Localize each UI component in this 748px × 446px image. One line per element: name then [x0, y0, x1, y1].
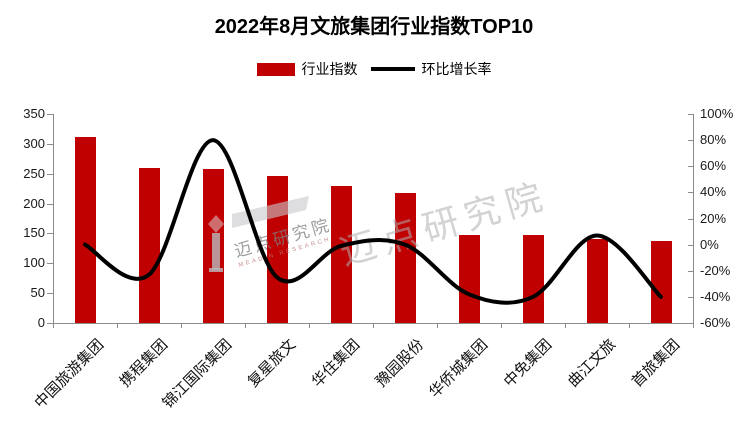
- left-axis-tick: [47, 203, 53, 205]
- right-axis-tick: [688, 296, 693, 298]
- right-axis-tick-label: 20%: [700, 210, 727, 226]
- right-axis-tick-label: 80%: [700, 132, 727, 148]
- bar-锦江国际集团: [202, 168, 224, 323]
- bar-首旅集团: [650, 241, 672, 323]
- left-axis-line: [53, 114, 54, 323]
- x-axis-label-豫园股份: 豫园股份: [372, 336, 428, 391]
- bar-携程集团: [138, 167, 160, 323]
- right-axis-tick: [688, 244, 693, 246]
- legend: 行业指数 环比增长率: [0, 59, 748, 79]
- x-axis-label-华住集团: 华住集团: [308, 336, 364, 391]
- legend-line-swatch: [370, 67, 415, 71]
- right-axis-tick-label: -20%: [700, 262, 731, 278]
- left-axis-tick: [47, 173, 53, 175]
- bar-豫园股份: [394, 193, 416, 323]
- x-axis-tick: [501, 323, 502, 328]
- bar-华住集团: [330, 186, 352, 323]
- right-axis-tick-label: 100%: [700, 106, 734, 121]
- x-axis-label-中免集团: 中免集团: [500, 336, 556, 391]
- left-axis-tick: [47, 114, 53, 115]
- left-axis-tick-label: 300: [23, 135, 45, 151]
- chart-title: 2022年8月文旅集团行业指数TOP10: [214, 16, 534, 38]
- left-axis-tick-label: 50: [30, 285, 45, 301]
- bar-复星旅文: [266, 175, 288, 323]
- bar-曲江文旅: [586, 239, 608, 323]
- growth-rate-line: [83, 138, 663, 305]
- x-axis-label-华侨城集团: 华侨城集团: [426, 336, 492, 402]
- x-axis-label-携程集团: 携程集团: [116, 336, 172, 391]
- x-axis-label-中国旅游集团: 中国旅游集团: [31, 336, 108, 412]
- left-axis-tick-label: 100: [23, 255, 45, 271]
- x-axis-tick: [245, 323, 246, 328]
- watermark-brand-text-large: 迈点研究院: [335, 174, 554, 274]
- x-axis-tick: [693, 323, 694, 328]
- right-axis-tick-label: 40%: [700, 184, 727, 200]
- right-axis-tick: [688, 140, 693, 142]
- right-axis-tick: [688, 166, 693, 168]
- left-axis-tick: [47, 263, 53, 265]
- x-axis-label-首旅集团: 首旅集团: [628, 336, 684, 391]
- left-axis-tick: [47, 293, 53, 295]
- left-axis-tick: [47, 323, 53, 324]
- left-axis-tick-label: 350: [23, 106, 45, 121]
- left-axis-tick-label: 0: [37, 315, 45, 330]
- legend-line-label: 环比增长率: [421, 61, 492, 77]
- x-axis-label-复星旅文: 复星旅文: [244, 336, 300, 391]
- legend-bar-label: 行业指数: [301, 61, 358, 77]
- left-axis-tick: [47, 143, 53, 145]
- x-axis-tick: [373, 323, 374, 328]
- x-axis-tick: [309, 323, 310, 328]
- right-axis-tick: [688, 192, 693, 194]
- x-axis-tick: [117, 323, 118, 328]
- bar-中国旅游集团: [74, 136, 96, 323]
- bar-中免集团: [522, 235, 544, 323]
- legend-bar-swatch: [256, 62, 295, 76]
- right-axis-tick-label: 0%: [700, 236, 719, 252]
- right-axis-tick-label: -40%: [700, 288, 731, 304]
- x-axis-tick: [437, 323, 438, 328]
- right-axis-tick: [688, 323, 693, 324]
- left-axis-tick-label: 150: [23, 225, 45, 241]
- x-axis-tick: [565, 323, 566, 328]
- bar-华侨城集团: [458, 235, 480, 323]
- right-axis-line: [693, 114, 694, 323]
- right-axis-tick: [688, 270, 693, 272]
- left-axis-tick-label: 200: [23, 195, 45, 211]
- right-axis-tick-label: 60%: [700, 158, 727, 174]
- x-axis-label-曲江文旅: 曲江文旅: [564, 336, 620, 391]
- x-axis-tick: [629, 323, 630, 328]
- x-axis-tick: [181, 323, 182, 328]
- left-axis-tick-label: 250: [23, 165, 45, 181]
- right-axis-tick: [688, 218, 693, 220]
- right-axis-tick-label: -60%: [700, 315, 731, 330]
- x-axis-tick: [53, 323, 54, 328]
- left-axis-tick: [47, 233, 53, 235]
- right-axis-tick: [688, 114, 693, 115]
